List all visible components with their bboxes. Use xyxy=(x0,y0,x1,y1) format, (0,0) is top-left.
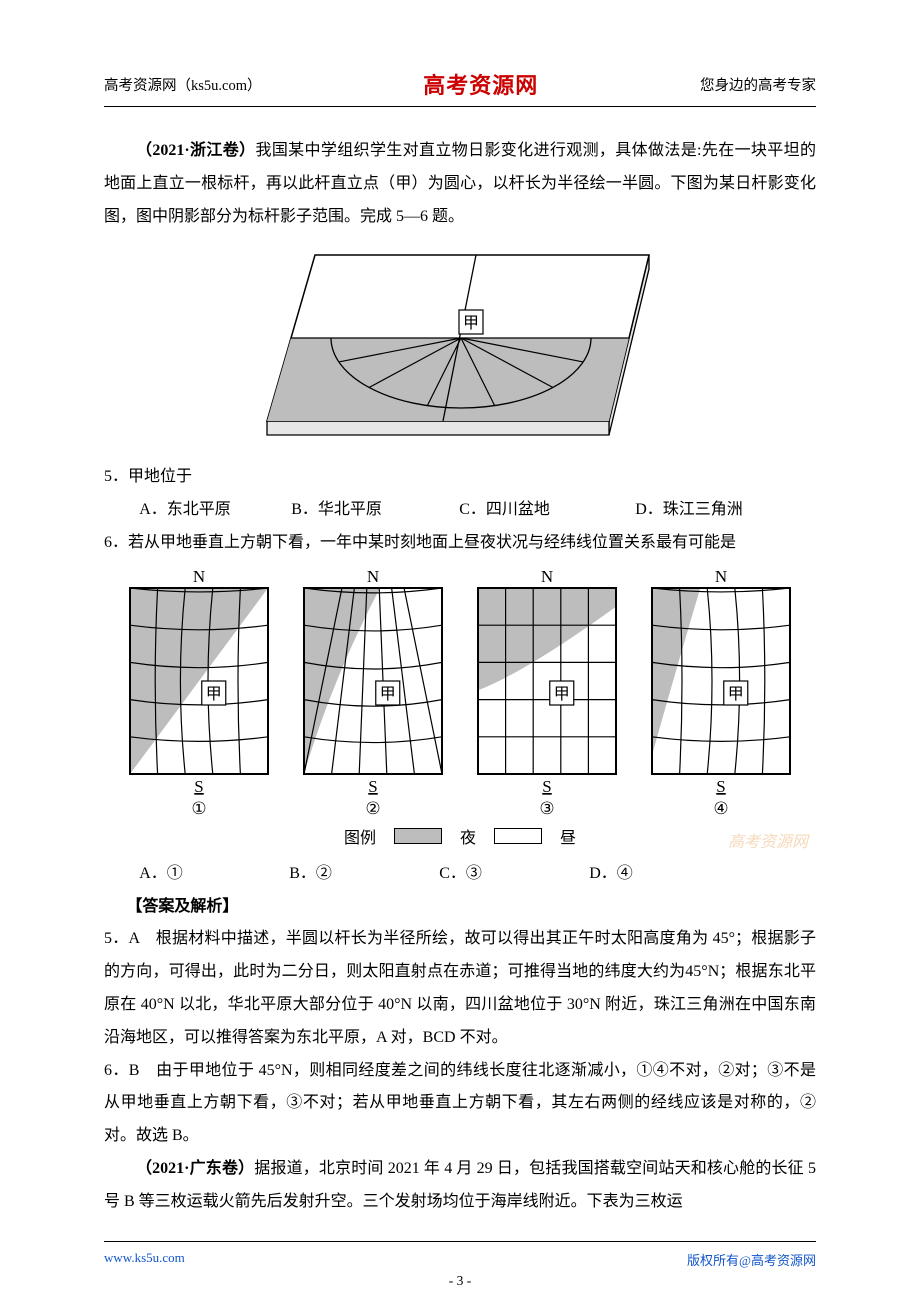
q6-stem: 6．若从甲地垂直上方朝下看，一年中某时刻地面上昼夜状况与经纬线位置关系最有可能是 xyxy=(104,527,816,560)
q6-option-d: D．④ xyxy=(589,858,739,891)
svg-text:S: S xyxy=(542,777,551,796)
legend-night-box xyxy=(394,828,442,844)
intro-source: （2021·浙江卷） xyxy=(136,142,255,159)
svg-text:N: N xyxy=(367,567,379,586)
svg-text:N: N xyxy=(541,567,553,586)
answer-6: 6．B 由于甲地位于 45°N，则相同经度差之间的纬线长度往北逐渐减小，①④不对… xyxy=(104,1055,816,1153)
svg-text:①: ① xyxy=(191,799,206,818)
header-rule xyxy=(104,106,816,107)
intro-paragraph: （2021·浙江卷）我国某中学组织学生对直立物日影变化进行观测，具体做法是:先在… xyxy=(104,135,816,233)
svg-text:甲: 甲 xyxy=(728,686,744,703)
q5-option-d: D．珠江三角洲 xyxy=(635,494,743,527)
legend-label: 图例 xyxy=(344,824,376,848)
figure2-legend: 图例 夜 昼 xyxy=(104,824,816,848)
answer-5: 5．A 根据材料中描述，半圆以杆长为半径所绘，故可以得出其正午时太阳高度角为 4… xyxy=(104,923,816,1054)
legend-day-label: 昼 xyxy=(560,824,576,848)
next-source: （2021·广东卷） xyxy=(136,1160,254,1177)
figure-day-night-panels: 甲 N S ① 甲 N S ② 甲 N S ③ 甲 N S ④ xyxy=(125,566,795,818)
svg-text:S: S xyxy=(194,777,203,796)
next-question-intro: （2021·广东卷）据报道，北京时间 2021 年 4 月 29 日，包括我国搭… xyxy=(104,1153,816,1219)
legend-night-label: 夜 xyxy=(460,824,476,848)
q5-option-b: B．华北平原 xyxy=(291,494,459,527)
figure-shadow-diagram: 甲 xyxy=(261,245,659,447)
svg-text:N: N xyxy=(193,567,205,586)
header-center: 高考资源网 xyxy=(423,68,538,100)
q6-options: A．① B．② C．③ D．④ xyxy=(104,858,816,891)
q5-option-a: A．东北平原 xyxy=(139,494,291,527)
footer-rule xyxy=(104,1241,816,1242)
q6-option-c: C．③ xyxy=(439,858,589,891)
q6-option-b: B．② xyxy=(289,858,439,891)
q5-stem: 5．甲地位于 xyxy=(104,461,816,494)
svg-text:甲: 甲 xyxy=(463,315,479,332)
svg-text:甲: 甲 xyxy=(554,686,570,703)
svg-text:S: S xyxy=(716,777,725,796)
page-number: - 3 - xyxy=(104,1273,816,1289)
header-left: 高考资源网（ks5u.com） xyxy=(104,74,261,95)
svg-text:甲: 甲 xyxy=(206,686,222,703)
q5-options: A．东北平原 B．华北平原 C．四川盆地 D．珠江三角洲 xyxy=(104,494,816,527)
svg-text:S: S xyxy=(368,777,377,796)
svg-text:④: ④ xyxy=(713,799,728,818)
footer-left-link[interactable]: www.ks5u.com xyxy=(104,1250,185,1269)
svg-text:②: ② xyxy=(365,799,380,818)
header-right: 您身边的高考专家 xyxy=(700,74,816,95)
q5-option-c: C．四川盆地 xyxy=(459,494,635,527)
svg-text:甲: 甲 xyxy=(380,686,396,703)
svg-text:③: ③ xyxy=(539,799,554,818)
legend-day-box xyxy=(494,828,542,844)
svg-text:N: N xyxy=(715,567,727,586)
footer-right: 版权所有@高考资源网 xyxy=(687,1250,816,1269)
answers-heading: 【答案及解析】 xyxy=(104,891,816,924)
q6-option-a: A．① xyxy=(139,858,289,891)
